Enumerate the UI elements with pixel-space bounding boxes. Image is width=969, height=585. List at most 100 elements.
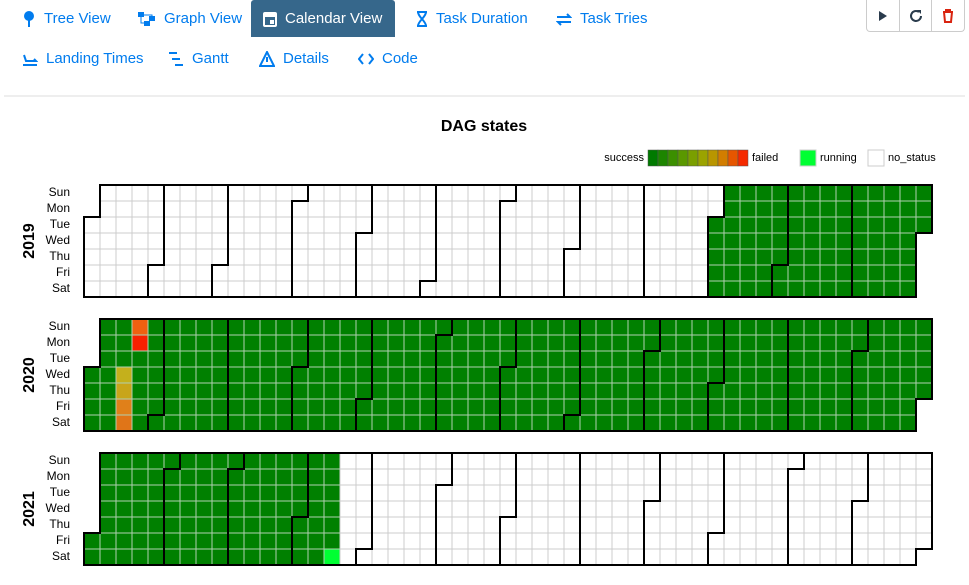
day-cell [707,516,725,534]
day-cell [899,216,917,234]
day-cell [563,232,581,250]
day-cell [451,248,469,266]
icon [24,10,34,27]
day-cell [707,468,725,486]
day-cell [483,516,501,534]
weekday-label: Tue [50,485,71,499]
refresh-button[interactable] [900,0,933,31]
day-cell [579,264,597,282]
day-cell [899,484,917,502]
day-cell [835,216,853,234]
day-cell [115,468,133,486]
tab[interactable]: Details [247,40,341,77]
tab[interactable]: Landing Times [10,40,156,77]
tab[interactable]: Task Tries [544,0,660,37]
legend-label: running [820,152,857,164]
day-cell [467,452,485,470]
day-cell [323,280,341,298]
day-cell [531,318,549,336]
day-cell [195,334,213,352]
tab-label: Calendar View [285,10,383,27]
day-cell [259,232,277,250]
day-cell [819,414,837,432]
day-cell [755,548,773,566]
day-cell [307,452,325,470]
weekday-label: Wed [46,501,70,515]
day-cell [435,548,453,566]
day-cell [771,484,789,502]
legend-swatch [697,149,709,167]
day-cell [99,334,117,352]
day-cell [531,280,549,298]
day-cell [179,264,197,282]
day-cell [883,532,901,550]
day-cell [739,184,757,202]
day-cell [179,366,197,384]
day-cell [243,516,261,534]
day-cell [531,264,549,282]
day-cell [547,248,565,266]
day-cell [899,350,917,368]
day-cell [867,500,885,518]
run-button[interactable] [867,0,900,31]
day-cell [915,532,933,550]
tab[interactable]: Graph View [126,0,254,37]
day-cell [659,318,677,336]
day-cell [627,468,645,486]
day-cell [787,382,805,400]
day-cell [819,280,837,298]
day-cell [403,216,421,234]
day-cell [723,248,741,266]
day-cell [771,264,789,282]
day-cell [179,484,197,502]
day-cell [291,414,309,432]
day-cell [899,414,917,432]
day-cell [211,382,229,400]
day-cell [675,548,693,566]
day-cell [723,414,741,432]
day-cell [787,264,805,282]
day-cell [307,484,325,502]
day-cell [771,500,789,518]
tab[interactable]: Code [346,40,430,77]
day-cell [771,232,789,250]
day-cell [883,484,901,502]
day-cell [563,350,581,368]
delete-button[interactable] [932,0,964,31]
day-cell [323,532,341,550]
day-cell [195,548,213,566]
day-cell [387,414,405,432]
weekday-label: Sun [49,453,70,467]
day-cell [355,280,373,298]
day-cell [835,532,853,550]
day-cell [643,532,661,550]
day-cell [739,382,757,400]
weekday-label: Mon [47,335,70,349]
day-cell [771,382,789,400]
day-cell [515,548,533,566]
day-cell [99,382,117,400]
day-cell [291,318,309,336]
day-cell [803,200,821,218]
tab[interactable]: Tree View [10,0,123,37]
day-cell [387,350,405,368]
day-cell [867,532,885,550]
day-cell [515,184,533,202]
day-cell [739,334,757,352]
day-cell [563,334,581,352]
day-cell [659,200,677,218]
day-cell [435,414,453,432]
tab[interactable]: Task Duration [404,0,540,37]
day-cell [707,398,725,416]
day-cell [499,398,517,416]
tab[interactable]: Gantt [156,40,241,77]
day-cell [147,484,165,502]
tab[interactable]: Calendar View [251,0,395,37]
day-cell [163,516,181,534]
day-cell [339,382,357,400]
day-cell [371,248,389,266]
day-cell [611,532,629,550]
day-cell [195,318,213,336]
day-cell [691,318,709,336]
day-cell [243,232,261,250]
